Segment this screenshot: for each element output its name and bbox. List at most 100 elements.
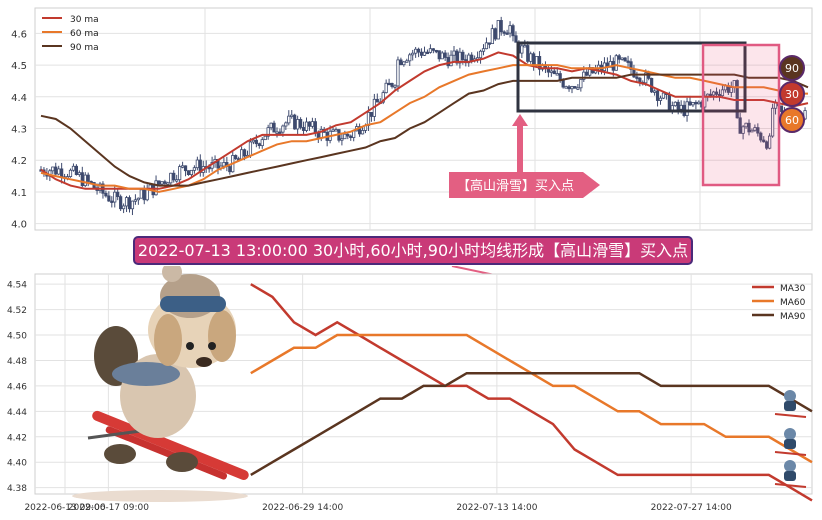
ma-line-30ma bbox=[40, 51, 809, 190]
candle-body bbox=[714, 91, 719, 95]
candle-body bbox=[222, 162, 226, 167]
candle-body bbox=[481, 48, 486, 52]
candle-body bbox=[422, 51, 427, 56]
legend-label: 60 ma bbox=[70, 29, 99, 39]
candle-body bbox=[523, 45, 527, 48]
candle-body bbox=[284, 122, 288, 127]
candle-body bbox=[136, 197, 140, 201]
candle-body bbox=[272, 122, 276, 133]
candle-body bbox=[304, 121, 309, 131]
candlesticks bbox=[39, 16, 807, 216]
candle-body bbox=[529, 53, 533, 62]
candle-body bbox=[623, 57, 627, 62]
candle-body bbox=[535, 56, 539, 66]
candle-body bbox=[564, 86, 568, 89]
up-arrow-icon bbox=[512, 114, 528, 188]
candle-body bbox=[77, 172, 81, 175]
candle-body bbox=[145, 189, 149, 201]
ma-line-MA30 bbox=[250, 283, 813, 502]
candle-body bbox=[676, 101, 680, 110]
candle-body bbox=[493, 28, 497, 40]
candle-body bbox=[375, 98, 379, 103]
candle-body bbox=[455, 50, 459, 64]
candle-body bbox=[520, 45, 524, 54]
candle-body bbox=[744, 122, 748, 128]
candle-body bbox=[242, 149, 247, 157]
candle-body bbox=[51, 166, 55, 172]
candle-body bbox=[499, 20, 503, 33]
candle-body bbox=[567, 86, 571, 90]
candle-body bbox=[697, 101, 701, 105]
candle-body bbox=[570, 86, 574, 90]
candle-body bbox=[452, 50, 456, 56]
candle-body bbox=[694, 102, 698, 105]
candle-body bbox=[478, 50, 483, 59]
candle-body bbox=[248, 141, 253, 156]
candle-body bbox=[343, 133, 347, 140]
candle-body bbox=[260, 139, 264, 147]
candle-body bbox=[124, 197, 129, 207]
candle-body bbox=[107, 195, 111, 202]
y-tick-label: 4.0 bbox=[11, 220, 27, 231]
candle-body bbox=[189, 169, 194, 176]
candle-body bbox=[502, 31, 506, 34]
ma-line-90ma bbox=[40, 73, 809, 187]
candle-body bbox=[496, 20, 500, 40]
candle-body bbox=[505, 32, 509, 35]
ma-badge bbox=[779, 81, 805, 107]
candle-body bbox=[573, 86, 577, 89]
x-tick-label: 2022-07-27 14:00 bbox=[651, 503, 732, 513]
candle-body bbox=[709, 93, 713, 97]
candle-body bbox=[667, 93, 671, 112]
y-tick-label: 4.3 bbox=[11, 125, 27, 136]
candle-body bbox=[290, 114, 294, 118]
candle-body bbox=[399, 59, 403, 66]
candle-body bbox=[316, 132, 320, 139]
candle-body bbox=[449, 54, 453, 67]
arrow-label-text: 【高山滑雪】买入点 bbox=[457, 178, 574, 194]
candle-body bbox=[396, 59, 400, 87]
candle-body bbox=[390, 83, 394, 87]
candle-body bbox=[166, 182, 170, 185]
candle-body bbox=[142, 189, 146, 201]
candle-body bbox=[635, 76, 639, 79]
candle-body bbox=[175, 179, 179, 182]
candle-body bbox=[620, 57, 624, 60]
x-tick-label: 2022-06-13 09:00 bbox=[24, 503, 105, 513]
candle-body bbox=[301, 127, 306, 131]
legend-label: MA30 bbox=[780, 284, 806, 294]
candle-body bbox=[275, 131, 279, 134]
candle-body bbox=[658, 97, 663, 101]
candle-body bbox=[579, 79, 583, 89]
candle-body bbox=[281, 125, 285, 133]
candle-body bbox=[228, 166, 232, 173]
candle-body bbox=[712, 91, 716, 96]
ma-line-60ma bbox=[40, 64, 808, 193]
candle-body bbox=[414, 48, 418, 54]
candle-body bbox=[83, 174, 87, 187]
candle-body bbox=[402, 61, 406, 66]
candle-body bbox=[437, 50, 441, 60]
candle-body bbox=[458, 51, 462, 64]
candle-body bbox=[762, 139, 766, 143]
bottom-y-tick-labels: 4.38 4.40 4.42 4.44 4.46 4.48 4.50 4.52 4.54 bbox=[7, 281, 27, 494]
candle-body bbox=[122, 205, 126, 210]
candle-body bbox=[431, 48, 435, 51]
x-tick-label: 2022-06-29 14:00 bbox=[262, 503, 343, 513]
bottom-ma-chart: 4.38 4.40 4.42 4.44 4.46 4.48 4.50 4.52 4.54 202… bbox=[7, 266, 813, 513]
candle-body bbox=[139, 189, 143, 199]
candle-body bbox=[537, 56, 542, 70]
candle-body bbox=[632, 69, 636, 78]
y-tick-label: 4.6 bbox=[11, 29, 27, 40]
candle-body bbox=[183, 165, 188, 172]
y-tick-label: 4.2 bbox=[11, 156, 27, 167]
candle-body bbox=[416, 48, 421, 53]
candle-body bbox=[555, 73, 559, 76]
candle-body bbox=[296, 119, 300, 130]
candle-body bbox=[747, 122, 751, 133]
candle-body bbox=[408, 54, 412, 62]
candle-body bbox=[257, 143, 261, 147]
x-tick-label: 2022-07-13 14:00 bbox=[456, 503, 537, 513]
candle-body bbox=[487, 42, 492, 45]
candle-body bbox=[278, 131, 282, 134]
